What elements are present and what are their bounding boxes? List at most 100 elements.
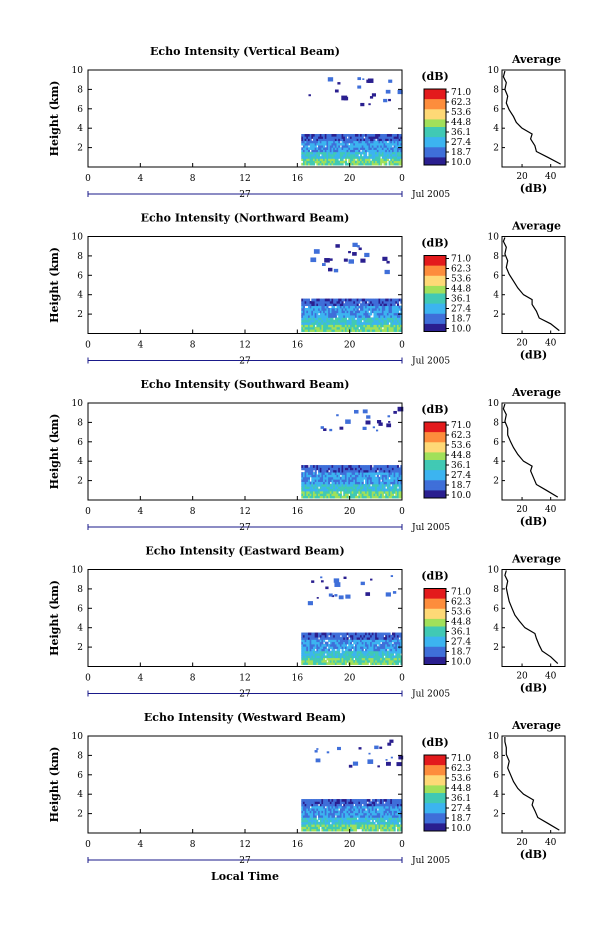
heatmap-cell	[338, 136, 341, 139]
heatmap-cell	[381, 817, 384, 821]
x-tick-label: 16	[292, 341, 304, 351]
heatmap-cell	[358, 662, 361, 665]
heatmap-cell	[362, 426, 367, 430]
heatmap-cell	[385, 815, 388, 818]
heatmap-cell	[400, 305, 403, 309]
heatmap-cell	[395, 147, 398, 150]
heatmap-cell	[302, 488, 306, 492]
heatmap-cell	[386, 639, 389, 643]
heatmap-cell	[390, 803, 393, 807]
heatmap-cell	[358, 648, 361, 652]
heatmap-cell	[316, 488, 319, 492]
heatmap-cell	[396, 646, 400, 649]
heatmap-cell	[328, 828, 331, 832]
heatmap-cell	[341, 655, 344, 659]
heatmap-cell	[378, 469, 381, 473]
heatmap-cell	[346, 493, 349, 497]
heatmap-cell	[339, 653, 342, 656]
heatmap-cell	[356, 317, 359, 321]
heatmap-cell	[376, 312, 379, 316]
heatmap-cell	[306, 324, 309, 328]
heatmap-cell	[376, 828, 379, 832]
heatmap-cell	[343, 812, 346, 816]
heatmap-cell	[309, 490, 312, 494]
heatmap-cell	[324, 826, 327, 830]
heatmap-cell	[396, 653, 400, 656]
date-label: Jul 2005	[411, 190, 450, 200]
heatmap-cell	[343, 315, 346, 318]
heatmap-cell	[328, 819, 331, 823]
heatmap-cell	[314, 467, 317, 471]
heatmap-cell	[353, 819, 356, 823]
heatmap-cell	[334, 810, 337, 814]
heatmap-cell	[398, 653, 401, 656]
heatmap-cell	[393, 643, 396, 647]
colorbar-segment	[424, 487, 446, 491]
heatmap-cell	[334, 160, 337, 164]
heatmap-cell	[373, 801, 376, 805]
heatmap-cell	[390, 134, 393, 137]
heatmap-cell	[333, 490, 336, 494]
heatmap-cell	[383, 479, 386, 482]
heatmap-cell	[336, 140, 339, 144]
heatmap-cell	[304, 134, 307, 137]
heatmap-cell	[333, 149, 336, 153]
heatmap-cell	[316, 808, 319, 811]
heatmap-cell	[351, 324, 354, 328]
heatmap-cell	[361, 149, 364, 153]
x-tick-label: 4	[137, 341, 143, 351]
heatmap-cell	[354, 801, 358, 805]
heatmap-cell	[309, 817, 312, 821]
heatmap-cell	[366, 160, 369, 164]
heatmap-cell	[360, 810, 363, 814]
heatmap-cell	[323, 326, 326, 330]
colorbar-tick-label: 10.0	[451, 491, 471, 501]
heatmap-cell	[390, 637, 393, 640]
heatmap-cell	[343, 153, 346, 157]
heatmap-cell	[304, 495, 307, 499]
heatmap-cell	[341, 824, 344, 827]
heatmap-cell	[314, 486, 317, 490]
heatmap-cell	[358, 315, 361, 318]
heatmap-cell	[306, 329, 309, 332]
heatmap-cell	[307, 601, 313, 606]
heatmap-cell	[373, 824, 376, 827]
heatmap-cell	[338, 465, 341, 468]
heatmap-cell	[376, 326, 379, 330]
heatmap-cell	[385, 465, 388, 468]
heatmap-cell	[314, 153, 317, 157]
heatmap-cell	[358, 641, 361, 645]
heatmap-cell	[375, 151, 378, 155]
heatmap-cell	[339, 310, 342, 314]
heatmap-cell	[391, 151, 395, 155]
heatmap-cell	[398, 308, 401, 311]
heatmap-cell	[365, 805, 368, 809]
heatmap-cell	[331, 140, 334, 144]
heatmap-cell	[301, 476, 304, 480]
heatmap-cell	[304, 659, 307, 663]
average-x-tick-label: 20	[516, 172, 528, 182]
heatmap-cell	[363, 659, 366, 663]
heatmap-cell	[341, 817, 344, 821]
colorbar-segment	[424, 439, 446, 443]
colorbar-tick-label: 71.0	[451, 588, 471, 598]
heatmap-cell	[386, 659, 389, 663]
heatmap-cell	[398, 142, 401, 146]
heatmap-cell	[398, 322, 401, 325]
heatmap-cell	[329, 632, 332, 636]
heatmap-cell	[368, 160, 371, 164]
colorbar-unit: (dB)	[421, 403, 448, 416]
heatmap-cell	[341, 322, 344, 325]
heatmap-cell	[307, 810, 311, 814]
heatmap-cell	[324, 153, 327, 157]
heatmap-cell	[344, 483, 347, 487]
heatmap-cell	[301, 803, 304, 807]
heatmap-cell	[368, 326, 371, 330]
heatmap-cell	[351, 472, 354, 475]
heatmap-cell	[328, 467, 331, 471]
heatmap-cell	[302, 310, 306, 314]
heatmap-cell	[380, 310, 383, 314]
heatmap-cell	[358, 805, 361, 809]
heatmap-cell	[396, 826, 400, 830]
heatmap-cell	[346, 472, 349, 475]
